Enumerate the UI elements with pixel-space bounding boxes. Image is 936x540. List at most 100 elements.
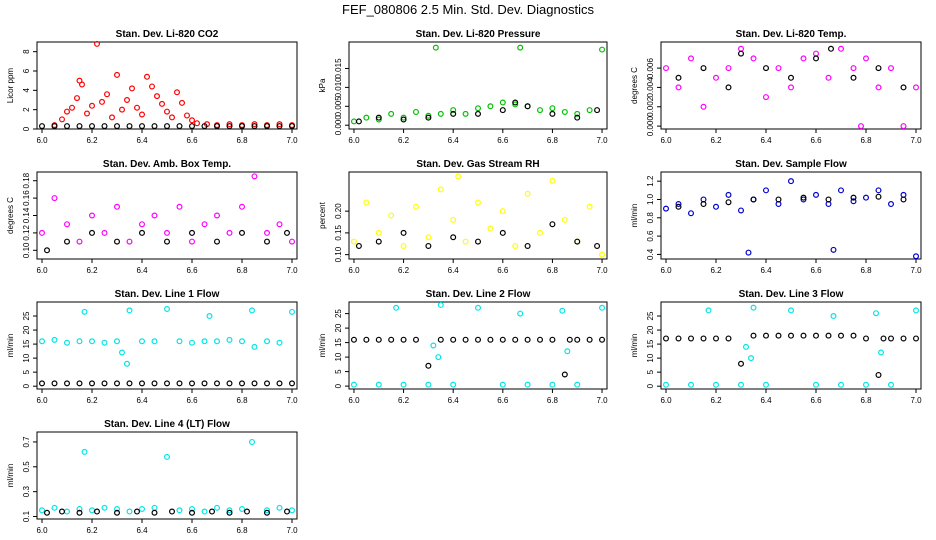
chart-7: Stan. Dev. Line 1 Flow ml/min 0 5 10 15 20 25 6.… — [6, 289, 298, 405]
data-point — [388, 336, 395, 343]
data-point — [276, 121, 283, 128]
series-primary — [350, 301, 606, 388]
data-point — [226, 509, 233, 516]
data-point — [209, 508, 216, 515]
data-point — [825, 196, 832, 203]
data-point — [194, 120, 201, 127]
x-tick-label: 6.2 — [710, 136, 722, 145]
data-point — [450, 381, 457, 388]
series-primary — [662, 45, 919, 130]
data-point — [487, 336, 494, 343]
data-point — [363, 336, 370, 343]
data-point — [830, 313, 837, 320]
data-point — [400, 114, 407, 121]
data-point — [113, 71, 120, 78]
data-point — [862, 55, 869, 62]
data-point — [101, 229, 108, 236]
data-point — [750, 304, 757, 311]
data-point — [251, 121, 258, 128]
x-tick-label: 6.0 — [660, 266, 672, 275]
data-point — [705, 307, 712, 314]
x-tick-label: 7.0 — [596, 266, 608, 275]
y-tick-label: 0.4 — [646, 248, 655, 260]
data-point — [487, 103, 494, 110]
x-tick-label: 6.0 — [36, 526, 48, 535]
data-point — [63, 221, 70, 228]
chart-title: Stan. Dev. Line 2 Flow — [426, 289, 531, 300]
data-point — [239, 380, 246, 387]
data-point — [113, 506, 120, 513]
data-point — [350, 381, 357, 388]
y-tick-label: 4 — [22, 88, 31, 93]
data-point — [662, 205, 669, 212]
data-point — [512, 242, 519, 249]
data-point — [176, 123, 183, 130]
data-point — [512, 101, 519, 108]
data-point — [151, 380, 158, 387]
y-tick-label: 0.000 — [646, 116, 655, 137]
chart-title: Stan. Dev. Line 3 Flow — [739, 289, 844, 300]
y-tick-label: 0.010 — [334, 77, 343, 98]
data-point — [88, 507, 95, 514]
chart-1: Stan. Dev. Li-820 CO2 Licor ppm 0 2 4 6 8 6.0 6.… — [6, 29, 298, 145]
plot-frame — [660, 301, 922, 390]
data-point — [88, 338, 95, 345]
data-point — [201, 221, 208, 228]
data-point — [475, 336, 482, 343]
x-tick-label: 6.2 — [398, 396, 410, 405]
data-point — [425, 381, 432, 388]
data-point — [113, 338, 120, 345]
data-point — [88, 229, 95, 236]
data-point — [512, 99, 519, 106]
data-point — [524, 381, 531, 388]
y-axis-label: ml/min — [630, 334, 639, 358]
data-point — [775, 65, 782, 72]
data-point — [43, 509, 50, 516]
data-point — [139, 123, 146, 130]
data-point — [38, 123, 45, 130]
x-tick-label: 6.8 — [860, 136, 872, 145]
data-point — [737, 360, 744, 367]
data-point — [750, 332, 757, 339]
data-point — [787, 307, 794, 314]
y-tick-label: 0 — [22, 126, 31, 131]
data-point — [517, 310, 524, 317]
data-point — [561, 108, 568, 115]
data-point — [264, 509, 271, 516]
data-point — [83, 110, 90, 117]
data-point — [475, 304, 482, 311]
data-point — [226, 123, 233, 130]
x-tick-label: 6.0 — [348, 136, 360, 145]
data-point — [68, 104, 75, 111]
data-point — [425, 234, 432, 241]
y-tick-label: 0.3 — [22, 486, 31, 498]
data-point — [189, 509, 196, 516]
x-tick-label: 7.0 — [286, 266, 298, 275]
data-point — [887, 65, 894, 72]
series-primary — [38, 306, 296, 367]
data-point — [93, 40, 100, 47]
data-point — [524, 242, 531, 249]
data-point — [737, 381, 744, 388]
data-point — [51, 504, 58, 511]
chart-9: Stan. Dev. Line 3 Flow ml/min 0 5 10 15 20 25 6.… — [630, 289, 922, 405]
data-point — [201, 508, 208, 515]
x-tick-label: 7.0 — [596, 396, 608, 405]
data-point — [206, 313, 213, 320]
data-point — [81, 448, 88, 455]
data-point — [78, 81, 85, 88]
x-tick-label: 6.6 — [186, 526, 198, 535]
data-point — [499, 208, 506, 215]
y-tick-label: 0.7 — [22, 436, 31, 448]
data-point — [101, 504, 108, 511]
data-point — [900, 123, 907, 130]
data-point — [126, 238, 133, 245]
data-point — [574, 110, 581, 117]
series-primary — [38, 438, 296, 515]
data-point — [169, 114, 176, 121]
data-point — [129, 85, 136, 92]
chart-title: Stan. Dev. Line 1 Flow — [115, 289, 220, 300]
data-point — [675, 335, 682, 342]
data-point — [189, 123, 196, 130]
data-point — [517, 44, 524, 51]
